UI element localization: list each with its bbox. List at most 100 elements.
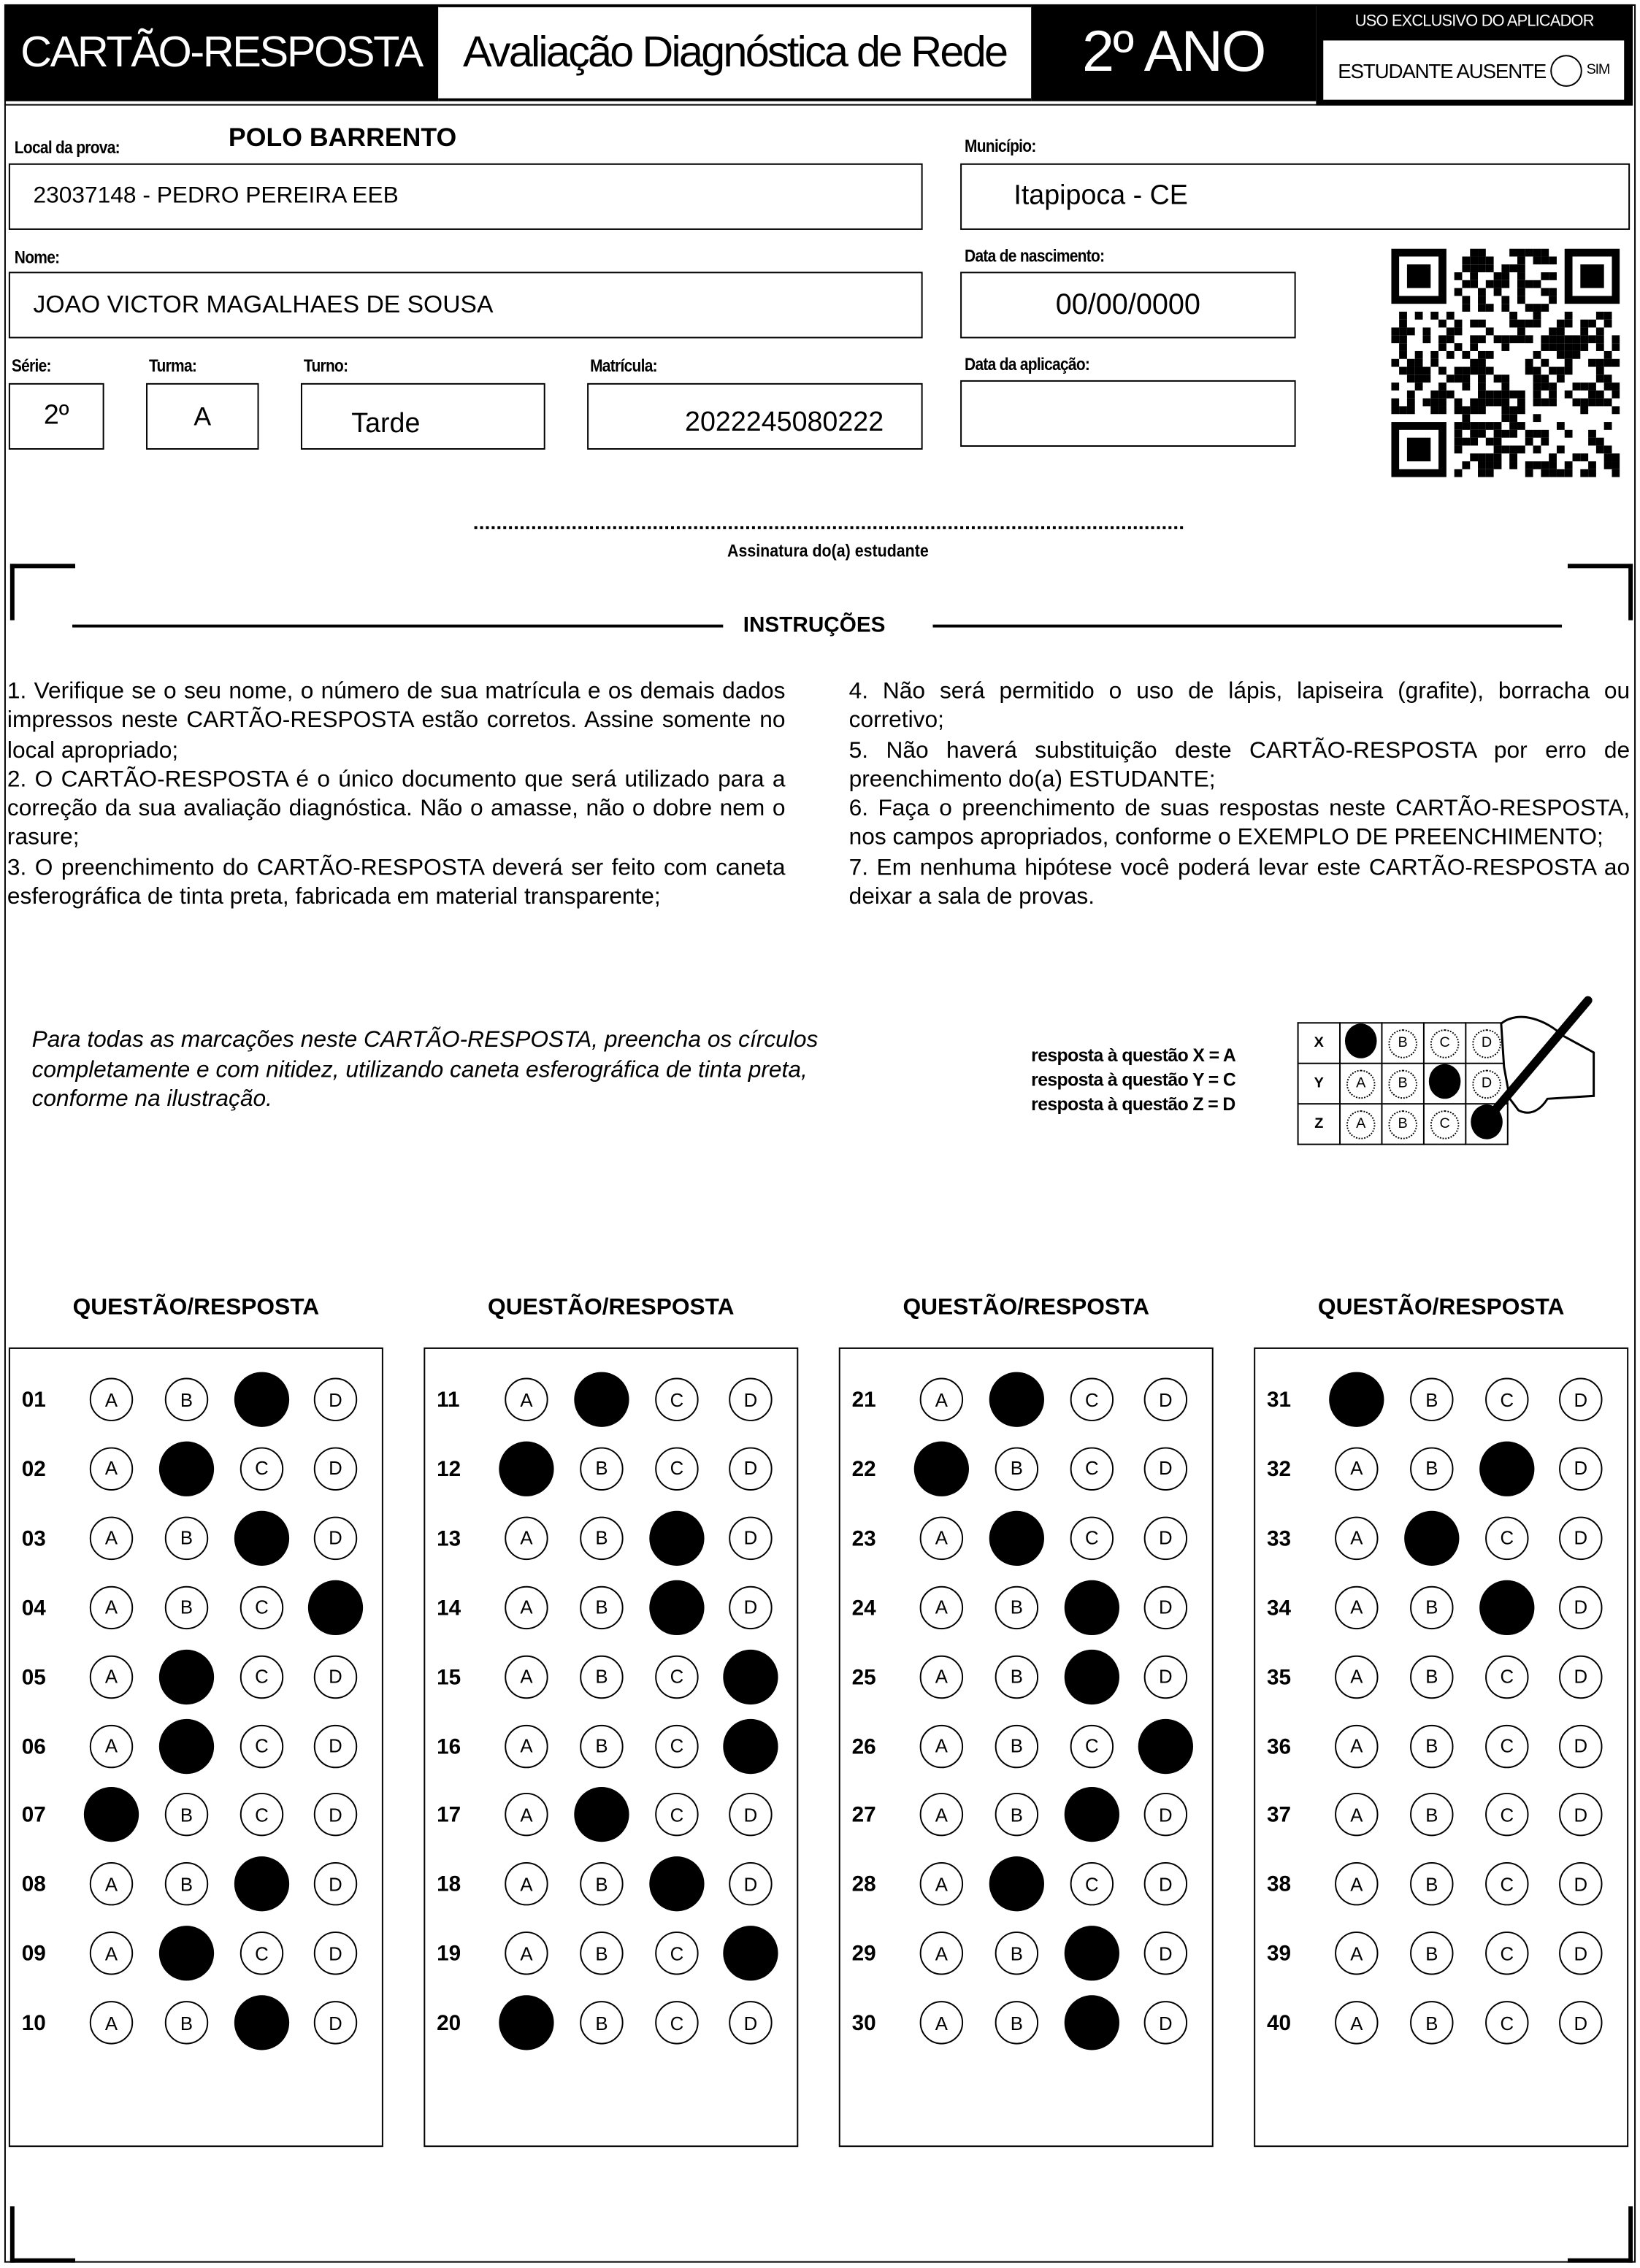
answer-bubble-b[interactable]: B bbox=[995, 2001, 1039, 2045]
matricula-field[interactable]: 2022245080222 bbox=[587, 383, 923, 450]
answer-bubble-c[interactable]: C bbox=[240, 1585, 284, 1629]
answer-bubble-d[interactable]: D bbox=[729, 1793, 773, 1837]
answer-bubble-d[interactable]: D bbox=[1559, 1585, 1603, 1629]
answer-bubble-d[interactable]: D bbox=[1559, 1447, 1603, 1491]
answer-bubble-a[interactable]: A bbox=[1335, 1931, 1379, 1975]
answer-bubble-b[interactable]: B bbox=[1410, 1377, 1454, 1421]
answer-bubble-c-filled[interactable] bbox=[1064, 1580, 1119, 1635]
answer-bubble-c[interactable]: C bbox=[655, 1931, 699, 1975]
absent-bubble[interactable] bbox=[1550, 54, 1582, 86]
answer-bubble-b[interactable]: B bbox=[580, 1723, 624, 1768]
answer-bubble-b-filled[interactable] bbox=[158, 1718, 215, 1774]
answer-bubble-c[interactable]: C bbox=[1485, 2001, 1529, 2045]
answer-bubble-a[interactable]: A bbox=[919, 1723, 964, 1768]
answer-bubble-b-filled[interactable] bbox=[1404, 1510, 1460, 1566]
answer-bubble-b[interactable]: B bbox=[164, 2001, 209, 2045]
answer-bubble-b[interactable]: B bbox=[1410, 1793, 1454, 1837]
answer-bubble-b[interactable]: B bbox=[1410, 2001, 1454, 2045]
answer-bubble-c[interactable]: C bbox=[1070, 1862, 1114, 1907]
answer-bubble-b-filled[interactable] bbox=[989, 1372, 1044, 1427]
answer-bubble-a[interactable]: A bbox=[89, 1447, 134, 1491]
answer-bubble-a[interactable]: A bbox=[1335, 1447, 1379, 1491]
answer-bubble-b[interactable]: B bbox=[995, 1793, 1039, 1837]
answer-bubble-b[interactable]: B bbox=[164, 1516, 209, 1560]
answer-bubble-a[interactable]: A bbox=[1335, 1516, 1379, 1560]
answer-bubble-a[interactable]: A bbox=[505, 1862, 548, 1907]
answer-bubble-d[interactable]: D bbox=[1559, 1377, 1603, 1421]
answer-bubble-c[interactable]: C bbox=[1070, 1447, 1114, 1491]
answer-bubble-a[interactable]: A bbox=[505, 1654, 548, 1699]
answer-bubble-b[interactable]: B bbox=[995, 1723, 1039, 1768]
answer-bubble-b[interactable]: B bbox=[580, 1931, 624, 1975]
answer-bubble-c[interactable]: C bbox=[1070, 1723, 1114, 1768]
answer-bubble-b-filled[interactable] bbox=[158, 1649, 215, 1704]
answer-bubble-d[interactable]: D bbox=[313, 1377, 358, 1421]
answer-bubble-a[interactable]: A bbox=[505, 1585, 548, 1629]
serie-field[interactable]: 2º bbox=[8, 383, 104, 450]
answer-bubble-d[interactable]: D bbox=[1143, 1654, 1188, 1699]
answer-bubble-c[interactable]: C bbox=[240, 1793, 284, 1837]
answer-bubble-b[interactable]: B bbox=[1410, 1723, 1454, 1768]
answer-bubble-a[interactable]: A bbox=[505, 1931, 548, 1975]
answer-bubble-d[interactable]: D bbox=[1143, 2001, 1188, 2045]
answer-bubble-d-filled[interactable] bbox=[307, 1580, 364, 1635]
answer-bubble-d[interactable]: D bbox=[1559, 1723, 1603, 1768]
answer-bubble-b[interactable]: B bbox=[164, 1377, 209, 1421]
answer-bubble-d[interactable]: D bbox=[729, 1585, 773, 1629]
answer-bubble-b[interactable]: B bbox=[580, 1447, 624, 1491]
answer-bubble-d[interactable]: D bbox=[729, 1447, 773, 1491]
answer-bubble-c[interactable]: C bbox=[655, 1654, 699, 1699]
answer-bubble-b[interactable]: B bbox=[995, 1931, 1039, 1975]
answer-bubble-c-filled[interactable] bbox=[1064, 1926, 1119, 1981]
answer-bubble-d[interactable]: D bbox=[1143, 1516, 1188, 1560]
answer-bubble-c-filled[interactable] bbox=[1479, 1441, 1535, 1496]
answer-bubble-c[interactable]: C bbox=[240, 1931, 284, 1975]
aplicacao-field[interactable] bbox=[960, 380, 1296, 447]
answer-bubble-a[interactable]: A bbox=[89, 2001, 134, 2045]
answer-bubble-b[interactable]: B bbox=[580, 1862, 624, 1907]
answer-bubble-b[interactable]: B bbox=[995, 1447, 1039, 1491]
answer-bubble-d[interactable]: D bbox=[729, 1516, 773, 1560]
answer-bubble-c[interactable]: C bbox=[1070, 1377, 1114, 1421]
answer-bubble-b[interactable]: B bbox=[580, 1585, 624, 1629]
answer-bubble-a[interactable]: A bbox=[89, 1654, 134, 1699]
answer-bubble-a[interactable]: A bbox=[89, 1723, 134, 1768]
answer-bubble-b-filled[interactable] bbox=[158, 1926, 215, 1981]
answer-bubble-a[interactable]: A bbox=[919, 1654, 964, 1699]
answer-bubble-a-filled[interactable] bbox=[83, 1787, 139, 1843]
answer-bubble-c[interactable]: C bbox=[1485, 1862, 1529, 1907]
answer-bubble-c-filled[interactable] bbox=[234, 1510, 290, 1566]
answer-bubble-d[interactable]: D bbox=[1559, 1793, 1603, 1837]
answer-bubble-d[interactable]: D bbox=[729, 1377, 773, 1421]
answer-bubble-a[interactable]: A bbox=[505, 1793, 548, 1837]
answer-bubble-c-filled[interactable] bbox=[649, 1510, 705, 1566]
answer-bubble-d-filled[interactable] bbox=[723, 1649, 778, 1704]
answer-bubble-a[interactable]: A bbox=[919, 1585, 964, 1629]
answer-bubble-c[interactable]: C bbox=[655, 1447, 699, 1491]
answer-bubble-c-filled[interactable] bbox=[649, 1580, 705, 1635]
answer-bubble-b-filled[interactable] bbox=[158, 1441, 215, 1496]
municipio-field[interactable]: Itapipoca - CE bbox=[960, 163, 1631, 230]
answer-bubble-d[interactable]: D bbox=[313, 1793, 358, 1837]
turma-field[interactable]: A bbox=[146, 383, 259, 450]
answer-bubble-a[interactable]: A bbox=[1335, 1862, 1379, 1907]
answer-bubble-c[interactable]: C bbox=[1485, 1931, 1529, 1975]
answer-bubble-d[interactable]: D bbox=[313, 1516, 358, 1560]
answer-bubble-c[interactable]: C bbox=[1485, 1377, 1529, 1421]
answer-bubble-a-filled[interactable] bbox=[499, 1441, 554, 1496]
answer-bubble-b[interactable]: B bbox=[580, 2001, 624, 2045]
answer-bubble-b[interactable]: B bbox=[164, 1862, 209, 1907]
local-field[interactable]: 23037148 - PEDRO PEREIRA EEB bbox=[8, 163, 923, 230]
answer-bubble-d[interactable]: D bbox=[1559, 2001, 1603, 2045]
answer-bubble-d-filled[interactable] bbox=[1138, 1718, 1193, 1774]
nascimento-field[interactable]: 00/00/0000 bbox=[960, 272, 1296, 339]
answer-bubble-d[interactable]: D bbox=[1143, 1447, 1188, 1491]
nome-field[interactable]: JOAO VICTOR MAGALHAES DE SOUSA bbox=[8, 272, 923, 339]
turno-field[interactable]: Tarde bbox=[300, 383, 545, 450]
answer-bubble-d[interactable]: D bbox=[1143, 1931, 1188, 1975]
answer-bubble-a-filled[interactable] bbox=[499, 1995, 554, 2050]
answer-bubble-c[interactable]: C bbox=[1485, 1793, 1529, 1837]
answer-bubble-a-filled[interactable] bbox=[913, 1441, 970, 1496]
answer-bubble-b-filled[interactable] bbox=[989, 1856, 1044, 1912]
answer-bubble-d[interactable]: D bbox=[1559, 1862, 1603, 1907]
